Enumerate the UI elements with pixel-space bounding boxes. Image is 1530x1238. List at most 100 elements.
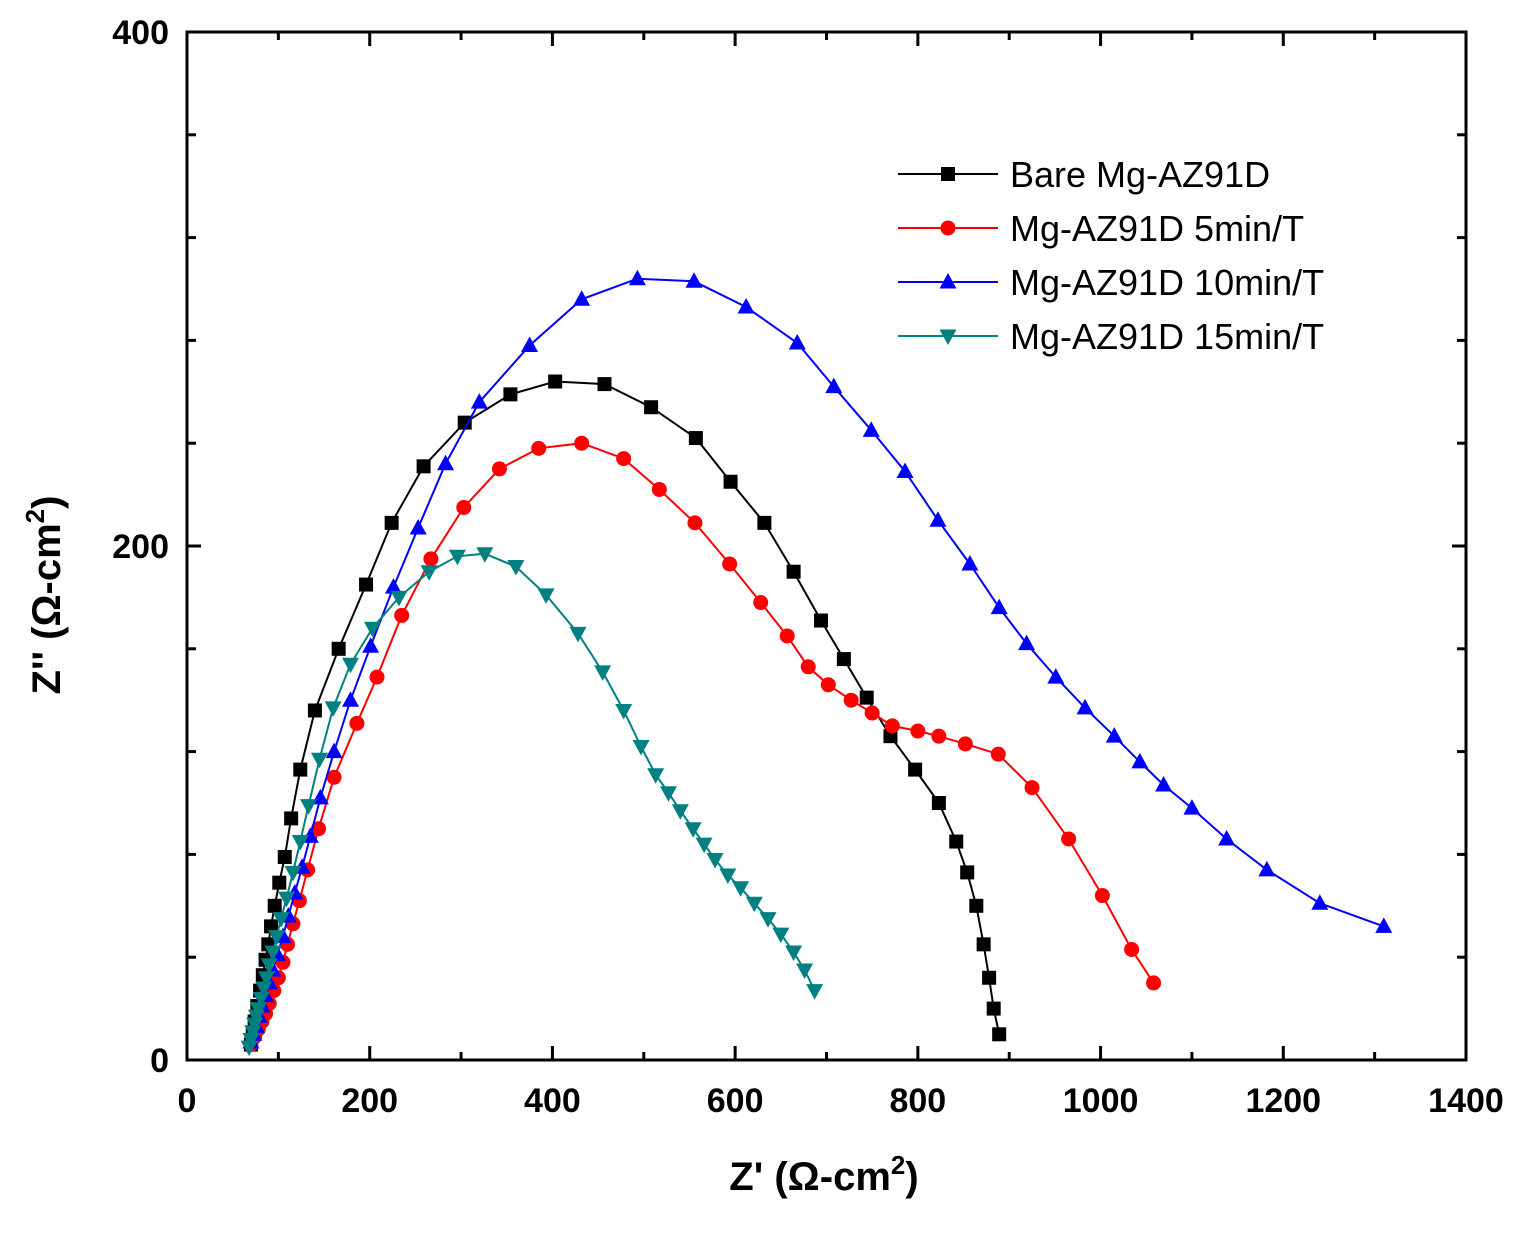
data-point	[644, 400, 659, 415]
data-point	[476, 547, 494, 563]
data-point	[470, 393, 488, 409]
data-point	[491, 461, 507, 477]
data-point	[310, 752, 328, 769]
data-point	[1094, 888, 1110, 904]
data-point	[628, 269, 646, 286]
legend-label: Mg-AZ91D 5min/T	[1010, 208, 1304, 249]
data-point	[342, 691, 360, 707]
data-point	[1061, 831, 1077, 847]
data-point	[1311, 894, 1329, 910]
data-point	[573, 290, 591, 306]
y-axis-title: Z'' (Ω-cm2)	[20, 496, 69, 695]
data-point	[732, 881, 750, 897]
data-point	[548, 374, 563, 389]
data-point	[862, 421, 880, 437]
data-point	[896, 462, 914, 478]
legend-label: Bare Mg-AZ91D	[1010, 154, 1270, 195]
data-point	[723, 474, 738, 489]
series-line	[248, 552, 816, 1048]
data-point	[240, 1040, 258, 1057]
x-tick-label: 1000	[1063, 1082, 1139, 1120]
data-point	[753, 595, 769, 611]
data-point	[737, 297, 755, 314]
legend-marker	[940, 220, 956, 236]
data-point	[1183, 799, 1201, 815]
data-point	[910, 723, 926, 739]
x-tick-label: 0	[178, 1082, 197, 1120]
data-point	[268, 930, 286, 946]
data-point	[448, 549, 466, 566]
data-point	[931, 796, 946, 810]
data-point	[394, 607, 410, 623]
data-point	[537, 588, 555, 604]
x-tick-label: 600	[707, 1082, 764, 1120]
data-point	[785, 945, 803, 962]
data-point	[800, 659, 816, 675]
x-tick-label: 1200	[1245, 1082, 1321, 1120]
legend-label: Mg-AZ91D 15min/T	[1010, 316, 1324, 357]
data-point	[423, 551, 439, 567]
x-tick-label: 400	[524, 1082, 581, 1120]
y-tick-label: 0	[150, 1042, 169, 1080]
data-point	[786, 564, 801, 579]
data-point	[390, 590, 408, 607]
series-line	[249, 277, 1385, 1043]
data-point	[244, 1025, 262, 1041]
data-point	[249, 1002, 267, 1018]
data-point	[255, 981, 273, 998]
data-point	[369, 669, 385, 685]
legend-label: Mg-AZ91D 10min/T	[1010, 262, 1324, 303]
data-point	[384, 578, 402, 594]
data-point	[986, 1001, 1001, 1016]
data-point	[651, 481, 667, 497]
data-point	[759, 912, 777, 928]
data-point	[788, 333, 806, 350]
data-point	[1076, 698, 1094, 715]
data-point	[272, 875, 287, 890]
data-point	[325, 742, 343, 759]
data-point	[1218, 829, 1236, 846]
data-point	[992, 1027, 1007, 1042]
data-point	[260, 958, 278, 974]
data-point	[632, 739, 650, 756]
data-point	[684, 822, 702, 838]
data-point	[687, 515, 703, 531]
legend-item: Bare Mg-AZ91D	[898, 154, 1270, 195]
data-point	[929, 511, 947, 527]
data-point	[990, 746, 1006, 762]
data-point	[836, 652, 851, 667]
data-point	[1258, 860, 1276, 877]
legend-item: Mg-AZ91D 5min/T	[898, 208, 1304, 249]
data-point	[437, 454, 455, 471]
x-tick-label: 200	[341, 1082, 398, 1120]
data-point	[706, 853, 724, 869]
data-point	[363, 621, 381, 638]
plot-frame	[185, 30, 1468, 1062]
data-point	[331, 641, 346, 656]
data-point	[864, 705, 880, 721]
y-tick-label: 400	[112, 14, 169, 52]
data-point	[990, 598, 1008, 615]
x-axis-title: Z' (Ω-cm2)	[729, 1150, 918, 1199]
data-point	[291, 835, 309, 851]
legend: Bare Mg-AZ91D Mg-AZ91D 5min/T Mg-AZ91D 10m…	[898, 154, 1324, 357]
data-point	[671, 804, 689, 820]
data-point	[1018, 634, 1036, 651]
data-point	[976, 937, 991, 952]
data-point	[342, 657, 360, 674]
data-point	[326, 769, 342, 785]
series-3	[242, 269, 1393, 1049]
data-point	[252, 991, 270, 1008]
data-point	[300, 799, 318, 815]
data-point	[311, 821, 327, 837]
data-point	[796, 963, 814, 980]
data-point	[806, 984, 824, 1000]
data-point	[1155, 776, 1173, 792]
data-point	[685, 272, 703, 288]
data-point	[597, 377, 612, 392]
data-point	[1047, 668, 1065, 684]
x-tick-label: 1400	[1428, 1082, 1504, 1120]
data-point	[247, 1009, 265, 1026]
data-point	[420, 565, 438, 581]
